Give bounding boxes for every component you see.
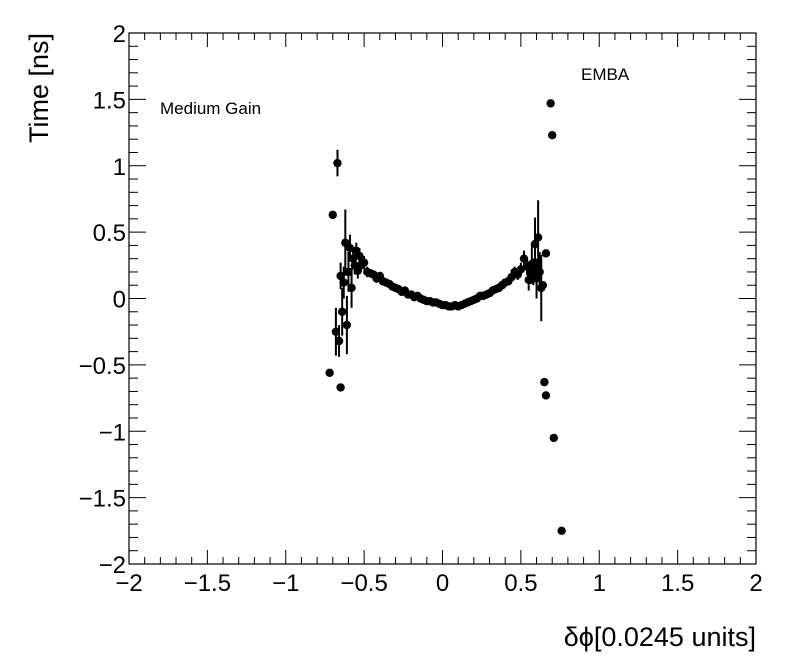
data-point bbox=[333, 158, 342, 168]
data-point bbox=[527, 259, 537, 269]
data-point bbox=[535, 267, 544, 277]
x-tick-label: 0.5 bbox=[504, 570, 537, 597]
y-tick-label: 0.5 bbox=[93, 220, 126, 247]
data-point bbox=[359, 258, 369, 267]
y-tick-label: 1.5 bbox=[93, 87, 126, 114]
axis-ticks bbox=[128, 32, 757, 565]
data-point bbox=[549, 433, 558, 443]
data-point bbox=[540, 377, 549, 387]
data-point bbox=[557, 526, 566, 536]
data-point bbox=[336, 383, 345, 392]
data-point bbox=[337, 307, 347, 316]
data-point bbox=[345, 243, 355, 253]
data-point bbox=[530, 239, 540, 249]
x-axis-title: δϕ[0.0245 units] bbox=[564, 622, 756, 652]
x-tick-label: −2 bbox=[115, 570, 142, 597]
data-point bbox=[529, 267, 538, 277]
data-point bbox=[339, 278, 348, 287]
data-point bbox=[532, 274, 541, 283]
data-point bbox=[355, 251, 364, 261]
data-point bbox=[348, 254, 358, 263]
y-tick-labels: −2 −1.5 −1 −0.5 0 0.5 1 1.5 2 bbox=[79, 21, 126, 579]
y-tick-label: 1 bbox=[113, 154, 126, 181]
y-tick-label: −0.5 bbox=[79, 353, 126, 380]
data-point bbox=[524, 275, 533, 285]
data-point bbox=[325, 368, 334, 378]
data-point bbox=[347, 283, 356, 293]
x-tick-label: −1.5 bbox=[184, 570, 231, 597]
data-point bbox=[516, 265, 526, 274]
y-axis-title: Time [ns] bbox=[24, 33, 54, 143]
y-tick-label: 0 bbox=[113, 287, 126, 314]
data-point bbox=[331, 327, 341, 336]
data-point bbox=[541, 249, 551, 258]
data-points bbox=[325, 99, 566, 536]
y-tick-label: −1.5 bbox=[79, 486, 126, 513]
y-tick-label: −1 bbox=[99, 419, 126, 446]
data-point bbox=[336, 271, 345, 281]
annotation-emba: EMBA bbox=[581, 65, 630, 84]
data-point bbox=[538, 281, 548, 290]
x-tick-label: 0 bbox=[436, 570, 449, 597]
data-point bbox=[342, 320, 352, 330]
x-tick-label: −1 bbox=[272, 570, 299, 597]
data-point bbox=[334, 336, 344, 346]
x-tick-label: 1 bbox=[593, 570, 606, 597]
x-tick-label: 1.5 bbox=[661, 570, 694, 597]
data-point bbox=[541, 391, 551, 400]
y-tick-label: −2 bbox=[99, 552, 126, 579]
data-point bbox=[546, 99, 555, 108]
x-tick-labels: −2 −1.5 −1 −0.5 0 0.5 1 1.5 2 bbox=[115, 570, 762, 597]
data-point bbox=[328, 210, 337, 220]
annotation-medium-gain: Medium Gain bbox=[160, 99, 261, 118]
data-point bbox=[548, 131, 557, 140]
data-point bbox=[519, 254, 529, 263]
data-point bbox=[533, 233, 543, 242]
data-point bbox=[344, 267, 353, 277]
x-tick-label: −0.5 bbox=[340, 570, 387, 597]
x-tick-label: 2 bbox=[749, 570, 762, 597]
y-tick-label: 2 bbox=[113, 21, 126, 48]
